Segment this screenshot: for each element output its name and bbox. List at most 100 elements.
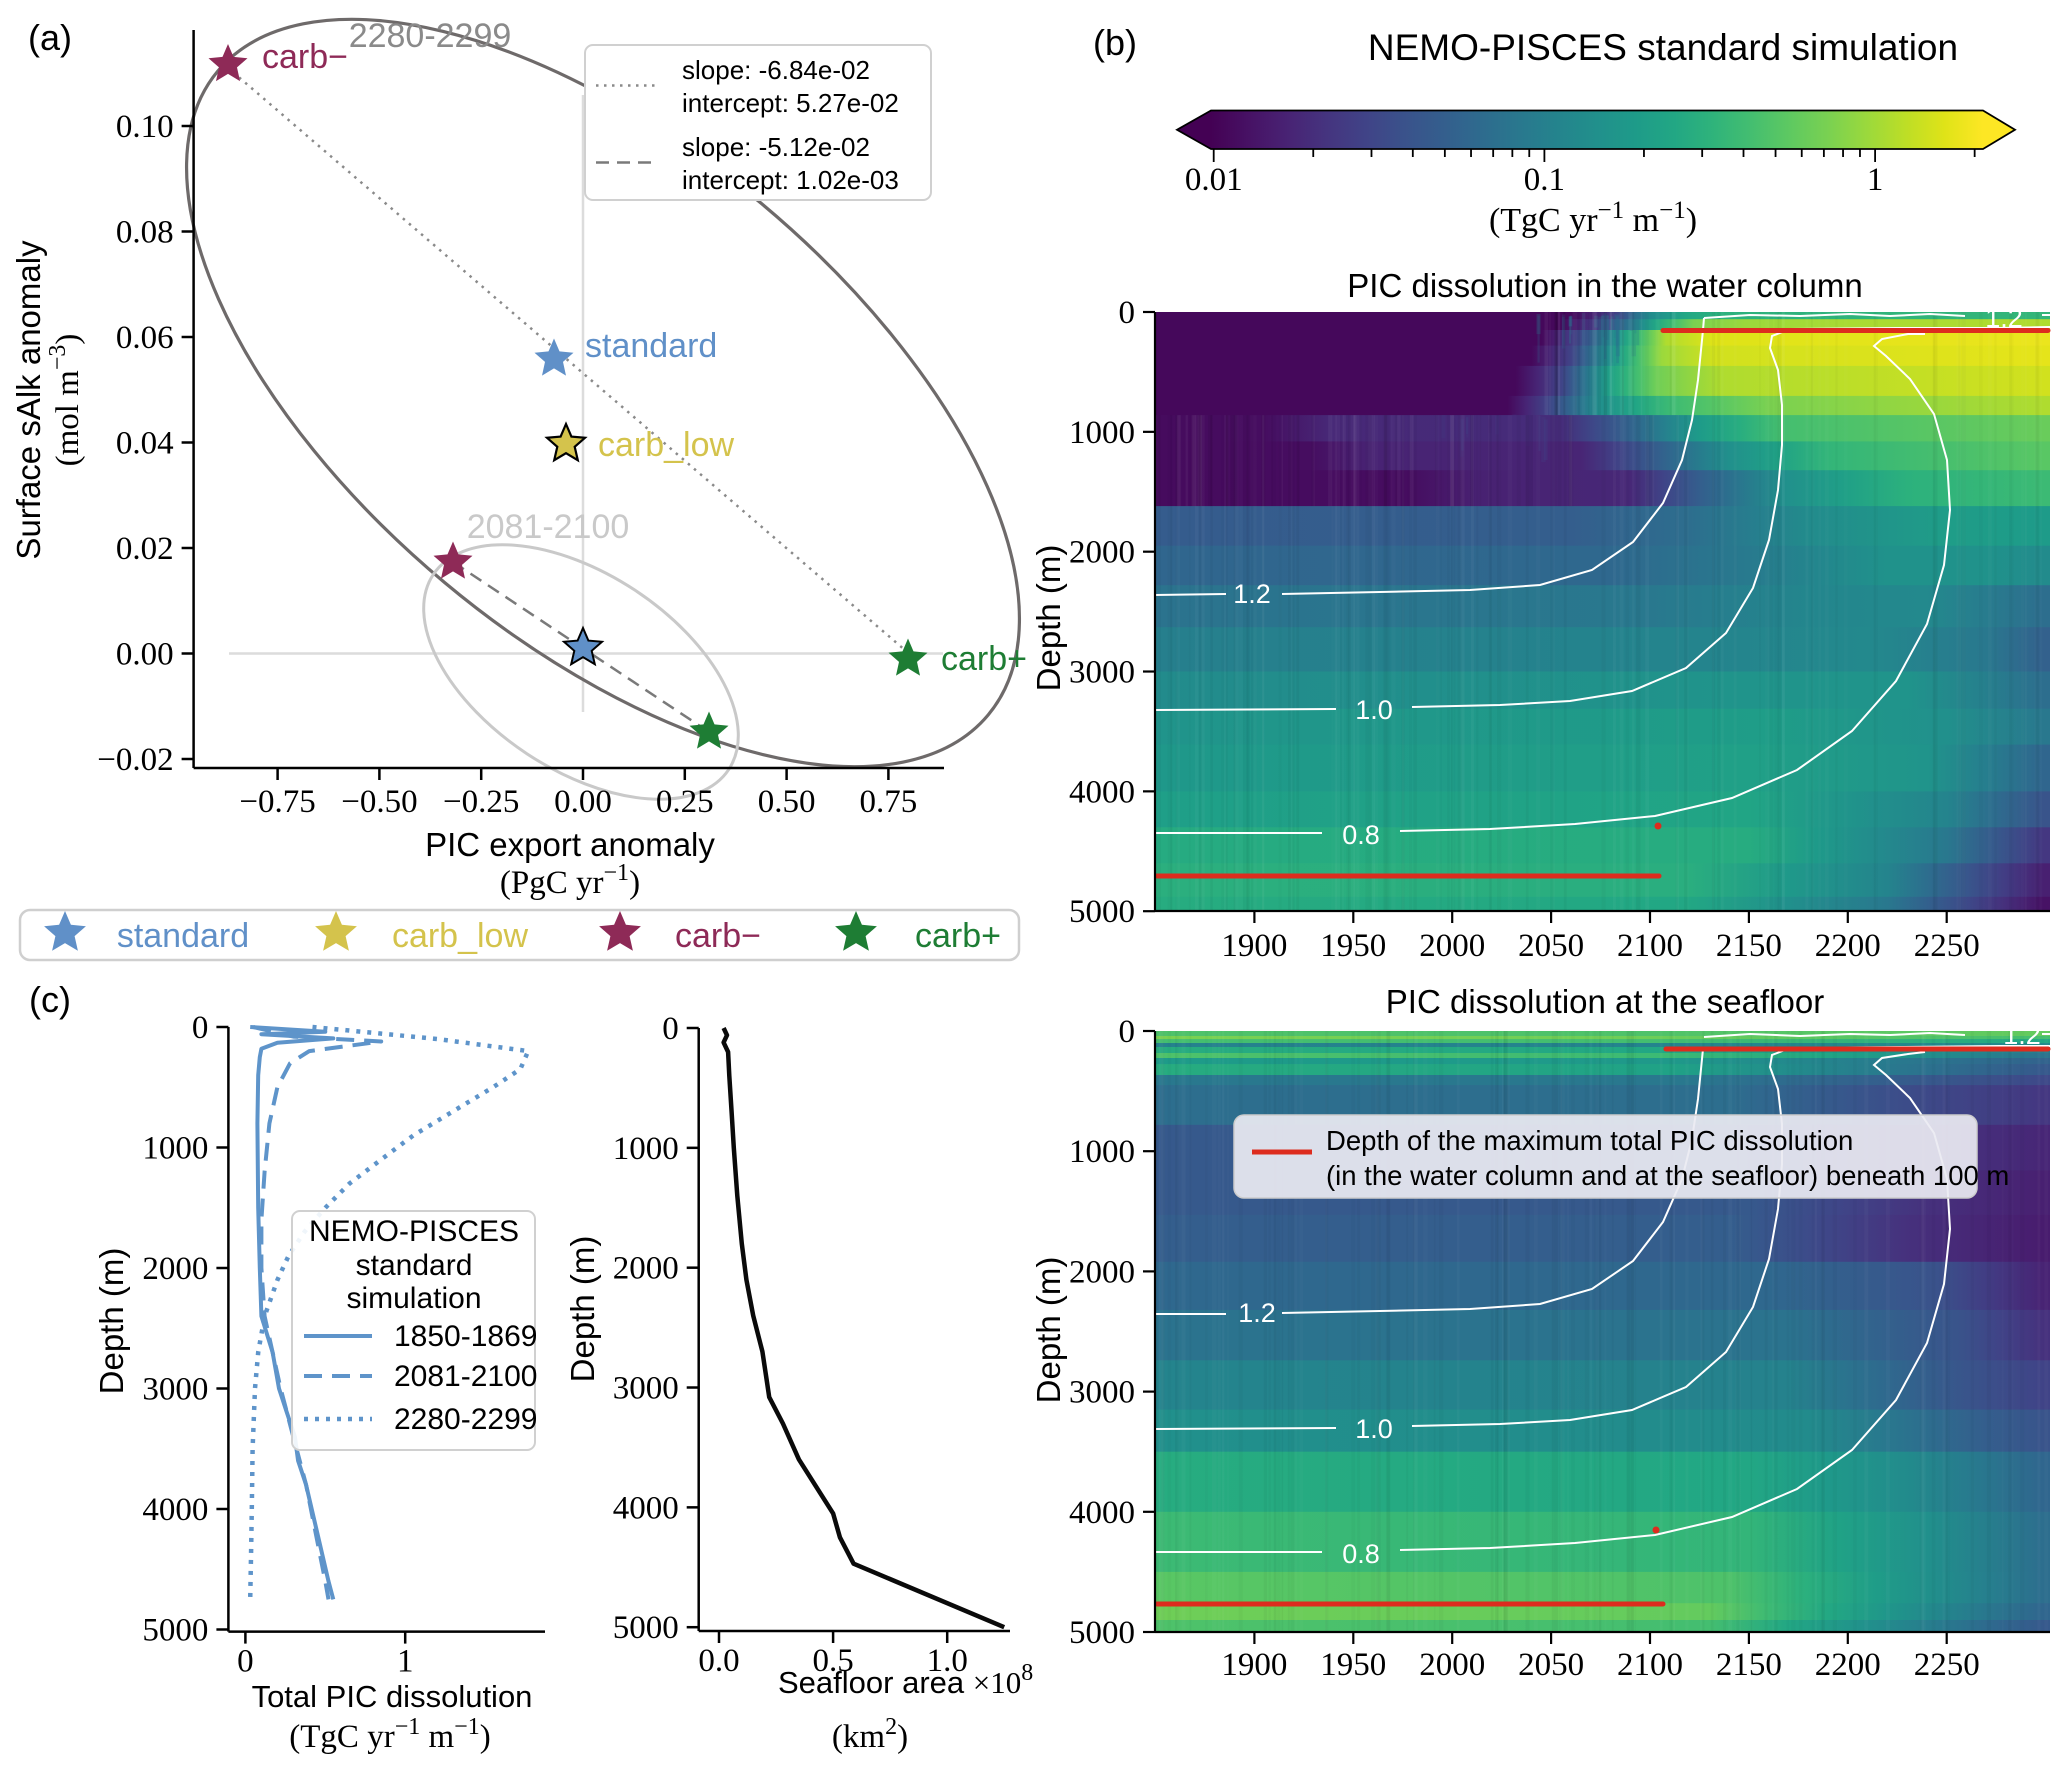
svg-text:2081-2100: 2081-2100 [467, 508, 630, 546]
svg-text:0.08: 0.08 [116, 215, 174, 251]
svg-text:1900: 1900 [1221, 1647, 1287, 1683]
svg-text:2050: 2050 [1518, 928, 1584, 964]
svg-text:1.0: 1.0 [1355, 1414, 1393, 1444]
svg-text:3000: 3000 [613, 1371, 679, 1407]
svg-text:1850-1869: 1850-1869 [394, 1320, 537, 1353]
svg-text:0.06: 0.06 [116, 320, 174, 356]
svg-text:standard: standard [356, 1249, 473, 1282]
svg-text:2000: 2000 [1419, 928, 1485, 964]
svg-text:(in the water column and at th: (in the water column and at the seafloor… [1326, 1160, 2009, 1191]
svg-text:2280-2299: 2280-2299 [349, 17, 512, 55]
svg-text:carb−: carb− [675, 917, 761, 955]
svg-text:3000: 3000 [1069, 1375, 1135, 1411]
svg-text:carb_low: carb_low [392, 917, 529, 955]
svg-text:0.02: 0.02 [116, 531, 174, 567]
svg-text:Depth (m): Depth (m) [93, 1248, 130, 1395]
svg-text:4000: 4000 [1069, 1495, 1135, 1531]
svg-text:0: 0 [192, 1010, 209, 1046]
svg-text:−0.50: −0.50 [341, 784, 417, 820]
svg-text:Seafloor area ×108: Seafloor area ×108 [778, 1660, 1033, 1700]
svg-text:standard: standard [117, 917, 249, 955]
svg-text:PIC dissolution in the water c: PIC dissolution in the water column [1347, 267, 1862, 304]
svg-text:0.5: 0.5 [812, 1643, 853, 1679]
svg-text:intercept: 5.27e-02: intercept: 5.27e-02 [682, 88, 899, 118]
svg-text:(c): (c) [29, 979, 71, 1020]
svg-text:1000: 1000 [142, 1131, 208, 1167]
svg-text:(PgC yr−1): (PgC yr−1) [500, 860, 640, 901]
svg-text:2150: 2150 [1716, 1647, 1782, 1683]
svg-text:Total PIC dissolution: Total PIC dissolution [252, 1679, 533, 1714]
svg-text:Surface sAlk anomaly: Surface sAlk anomaly [10, 240, 47, 560]
svg-text:0.00: 0.00 [116, 637, 174, 673]
svg-text:1900: 1900 [1221, 928, 1287, 964]
svg-text:standard: standard [585, 327, 717, 365]
svg-text:carb+: carb+ [941, 640, 1027, 678]
svg-text:−0.02: −0.02 [97, 742, 173, 778]
svg-text:5000: 5000 [1069, 1615, 1135, 1651]
svg-text:−0.75: −0.75 [239, 784, 315, 820]
svg-text:1.2: 1.2 [1238, 1298, 1276, 1328]
svg-text:2000: 2000 [1069, 1254, 1135, 1290]
svg-text:4000: 4000 [613, 1490, 679, 1526]
svg-text:PIC export anomaly: PIC export anomaly [425, 826, 715, 863]
svg-text:(a): (a) [28, 17, 72, 58]
svg-text:2200: 2200 [1815, 1647, 1881, 1683]
svg-text:2100: 2100 [1617, 1647, 1683, 1683]
svg-text:0.8: 0.8 [1342, 1539, 1380, 1569]
svg-text:2280-2299: 2280-2299 [394, 1403, 537, 1436]
svg-text:5000: 5000 [613, 1610, 679, 1646]
svg-text:1.2: 1.2 [2003, 1020, 2041, 1050]
svg-text:1: 1 [1867, 162, 1884, 198]
svg-text:0.25: 0.25 [656, 784, 714, 820]
svg-text:0.04: 0.04 [116, 426, 174, 462]
svg-text:0.01: 0.01 [1185, 162, 1243, 198]
svg-text:−0.25: −0.25 [443, 784, 519, 820]
svg-text:1.2: 1.2 [1233, 579, 1271, 609]
svg-text:0.1: 0.1 [1524, 162, 1565, 198]
svg-text:2250: 2250 [1914, 928, 1980, 964]
svg-text:1.0: 1.0 [1355, 695, 1393, 725]
svg-text:1000: 1000 [1069, 415, 1135, 451]
svg-text:2200: 2200 [1815, 928, 1881, 964]
svg-text:5000: 5000 [1069, 894, 1135, 930]
svg-text:carb−: carb− [262, 38, 348, 76]
svg-text:0.0: 0.0 [698, 1643, 739, 1679]
svg-text:2050: 2050 [1518, 1647, 1584, 1683]
svg-text:1950: 1950 [1320, 1647, 1386, 1683]
svg-text:Depth (m): Depth (m) [1030, 545, 1067, 692]
svg-text:slope: -6.84e-02: slope: -6.84e-02 [682, 55, 870, 85]
svg-text:0: 0 [237, 1644, 254, 1680]
svg-text:3000: 3000 [1069, 655, 1135, 691]
svg-text:2000: 2000 [1069, 535, 1135, 571]
svg-text:0.10: 0.10 [116, 109, 174, 145]
svg-text:2250: 2250 [1914, 1647, 1980, 1683]
svg-text:carb+: carb+ [915, 917, 1001, 955]
svg-text:2000: 2000 [613, 1251, 679, 1287]
svg-text:0: 0 [662, 1011, 679, 1047]
svg-text:1000: 1000 [1069, 1134, 1135, 1170]
svg-text:NEMO-PISCES: NEMO-PISCES [309, 1215, 519, 1248]
svg-text:2000: 2000 [1419, 1647, 1485, 1683]
svg-text:Depth of the maximum total PIC: Depth of the maximum total PIC dissoluti… [1326, 1125, 1853, 1156]
svg-text:intercept: 1.02e-03: intercept: 1.02e-03 [682, 165, 899, 195]
svg-text:1.0: 1.0 [927, 1643, 968, 1679]
svg-text:Depth (m): Depth (m) [564, 1236, 601, 1383]
svg-text:0.50: 0.50 [758, 784, 816, 820]
svg-text:2150: 2150 [1716, 928, 1782, 964]
svg-text:3000: 3000 [142, 1372, 208, 1408]
svg-text:4000: 4000 [142, 1492, 208, 1528]
svg-text:2081-2100: 2081-2100 [394, 1360, 537, 1393]
svg-text:(TgC yr−1 m−1): (TgC yr−1 m−1) [289, 1714, 490, 1755]
svg-text:(km2): (km2) [832, 1714, 908, 1755]
svg-text:(b): (b) [1093, 22, 1137, 63]
svg-text:0: 0 [1119, 1014, 1136, 1050]
svg-text:simulation: simulation [346, 1282, 481, 1315]
svg-text:2100: 2100 [1617, 928, 1683, 964]
svg-text:1000: 1000 [613, 1131, 679, 1167]
svg-text:2000: 2000 [142, 1251, 208, 1287]
svg-text:carb_low: carb_low [598, 426, 735, 464]
svg-text:1950: 1950 [1320, 928, 1386, 964]
svg-text:5000: 5000 [142, 1613, 208, 1649]
svg-text:slope: -5.12e-02: slope: -5.12e-02 [682, 132, 870, 162]
svg-text:0.8: 0.8 [1342, 820, 1380, 850]
